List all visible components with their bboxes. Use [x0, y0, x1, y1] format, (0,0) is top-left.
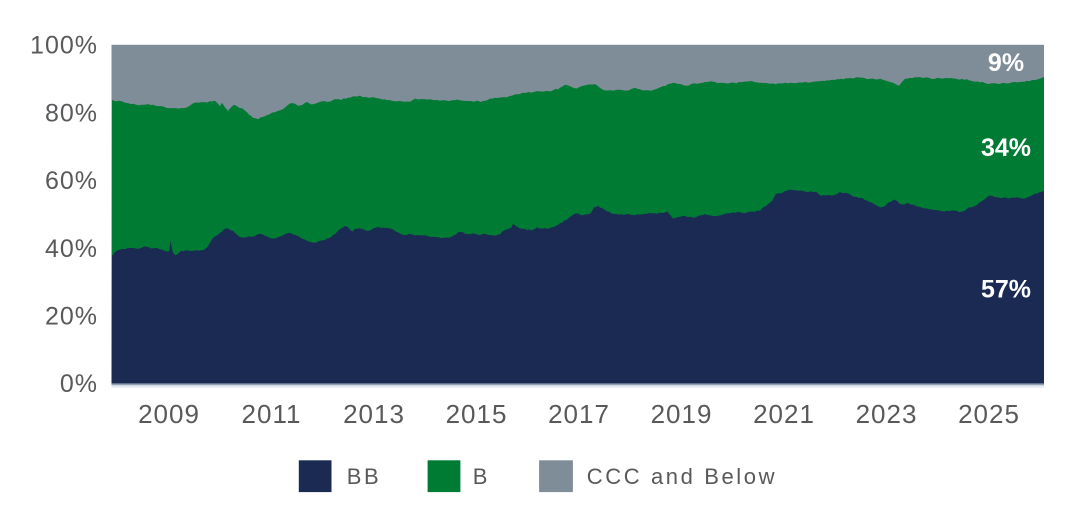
svg-text:20%: 20% [45, 303, 98, 331]
svg-text:60%: 60% [45, 167, 98, 195]
svg-text:2011: 2011 [242, 399, 302, 429]
svg-text:40%: 40% [45, 235, 98, 263]
svg-text:2015: 2015 [446, 399, 508, 429]
svg-text:2025: 2025 [958, 399, 1020, 429]
svg-text:0%: 0% [60, 370, 98, 398]
svg-text:100%: 100% [30, 32, 98, 60]
svg-text:34%: 34% [981, 134, 1031, 162]
svg-text:57%: 57% [981, 276, 1031, 304]
svg-text:80%: 80% [45, 99, 98, 127]
svg-text:2021: 2021 [753, 399, 815, 429]
svg-text:2023: 2023 [856, 399, 918, 429]
svg-text:9%: 9% [988, 49, 1024, 77]
svg-text:2017: 2017 [548, 399, 610, 429]
svg-text:2013: 2013 [343, 399, 405, 429]
svg-text:B: B [473, 464, 490, 489]
svg-text:CCC and Below: CCC and Below [587, 464, 777, 489]
svg-text:2009: 2009 [138, 399, 200, 429]
svg-text:BB: BB [347, 464, 382, 489]
svg-text:2019: 2019 [651, 399, 713, 429]
